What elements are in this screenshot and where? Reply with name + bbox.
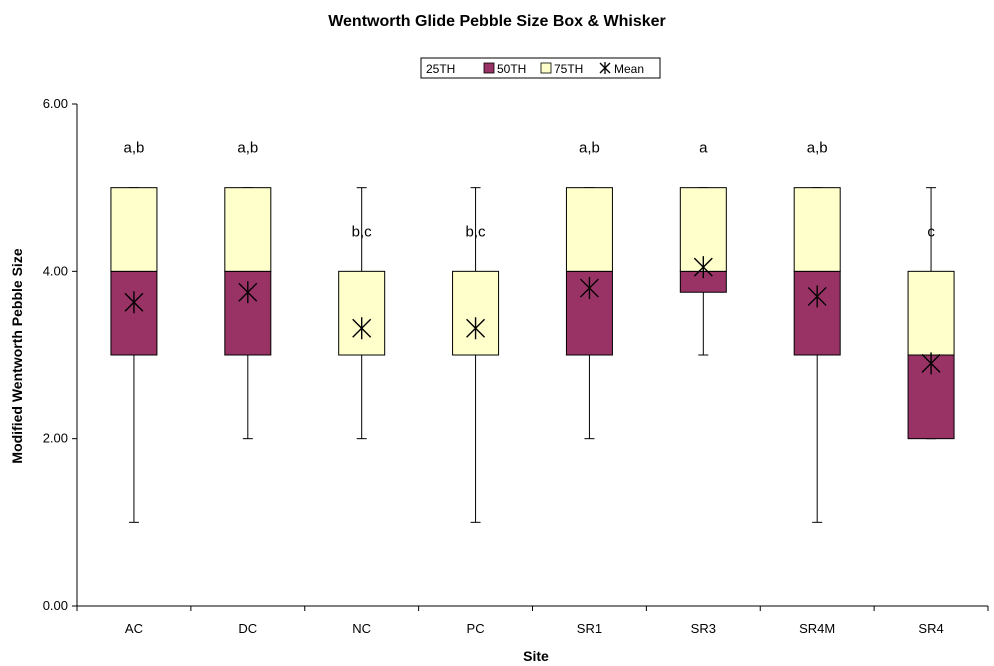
box-sr4: c	[907, 187, 955, 440]
box-sr1: a,b	[565, 140, 613, 440]
x-tick-label: SR1	[577, 621, 602, 636]
boxes: a,b a,b b,c b,c a,b a a,b c	[110, 140, 955, 523]
x-tick-label: DC	[238, 621, 257, 636]
box-lower	[224, 270, 272, 356]
legend-label-50th: 50TH	[497, 62, 526, 76]
significance-label: b,c	[466, 223, 487, 240]
x-tick-label: SR4	[918, 621, 943, 636]
significance-label: a,b	[807, 140, 828, 157]
x-tick-label: SR3	[691, 621, 716, 636]
box-upper	[907, 270, 955, 356]
mean-marker	[124, 291, 144, 314]
box-sr4m: a,b	[793, 140, 841, 523]
box-upper	[565, 187, 613, 272]
mean-marker	[807, 285, 827, 308]
chart-title: Wentworth Glide Pebble Size Box & Whiske…	[328, 13, 666, 30]
legend-swatch-75th	[540, 62, 552, 74]
box-upper	[338, 270, 386, 356]
mean-marker	[466, 317, 486, 340]
significance-label: c	[927, 223, 935, 240]
significance-label: b,c	[352, 223, 373, 240]
x-tick-label: SR4M	[799, 621, 835, 636]
box-nc: b,c	[338, 187, 386, 440]
x-tick-label: AC	[125, 621, 143, 636]
mean-marker	[921, 352, 941, 375]
axes: 0.00 2.00 4.00 6.00 AC DC NC PC SR1 SR3 SR4M SR4	[43, 96, 989, 636]
significance-label: a,b	[124, 140, 145, 157]
y-tick-label: 0.00	[43, 598, 68, 613]
y-axis-label: Modified Wentworth Pebble Size	[9, 248, 25, 463]
box-upper	[452, 270, 500, 356]
y-tick-label: 4.00	[43, 263, 68, 278]
legend-mean-marker-icon	[599, 62, 611, 74]
box-pc: b,c	[452, 187, 500, 523]
legend-swatch-50th	[483, 62, 495, 74]
y-tick-label: 2.00	[43, 431, 68, 446]
box-dc: a,b	[224, 140, 272, 440]
box-upper	[793, 187, 841, 272]
mean-marker	[238, 281, 258, 304]
box-sr3: a	[679, 140, 727, 356]
legend-label-mean: Mean	[614, 62, 644, 76]
significance-label: a	[699, 140, 708, 157]
mean-marker	[579, 277, 599, 300]
x-tick-label: NC	[352, 621, 371, 636]
x-axis-label: Site	[523, 648, 549, 664]
box-lower	[793, 270, 841, 356]
mean-marker	[693, 256, 713, 279]
box-upper	[110, 187, 158, 272]
box-ac: a,b	[110, 140, 158, 523]
legend: 25TH 50TH 75TH Mean	[420, 57, 661, 79]
mean-marker	[352, 317, 372, 340]
y-tick-label: 6.00	[43, 96, 68, 111]
significance-label: a,b	[237, 140, 258, 157]
significance-label: a,b	[579, 140, 600, 157]
legend-label-75th: 75TH	[554, 62, 583, 76]
legend-swatch-25th	[426, 63, 436, 73]
legend-label-25th: 25TH	[426, 62, 455, 76]
x-tick-label: PC	[467, 621, 485, 636]
box-upper	[224, 187, 272, 272]
